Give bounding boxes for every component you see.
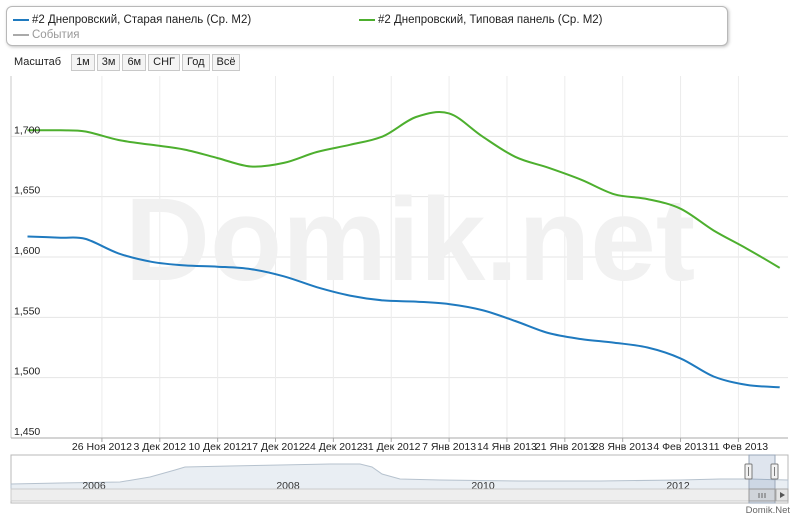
x-tick-label: 28 Янв 2013 xyxy=(593,441,653,453)
zoom-label: Масштаб xyxy=(14,56,62,68)
series-line-old-panel[interactable] xyxy=(27,235,780,389)
legend-swatch-old-panel xyxy=(13,19,29,21)
x-tick-label: 21 Янв 2013 xyxy=(535,441,595,453)
legend-label-typical-panel: #2 Днепровский, Типовая панель (Ср. М2) xyxy=(378,14,603,26)
x-tick-label: 11 Фев 2013 xyxy=(709,441,769,453)
legend: #2 Днепровский, Старая панель (Ср. М2) #… xyxy=(6,6,728,46)
y-tick-label: 1,450 xyxy=(14,426,40,438)
legend-label-old-panel: #2 Днепровский, Старая панель (Ср. М2) xyxy=(32,14,252,26)
x-tick-label: 10 Дек 2012 xyxy=(188,441,247,453)
series-line-typical-panel[interactable] xyxy=(27,111,781,269)
credit-label: Domik.Net xyxy=(746,505,791,516)
legend-item-events[interactable]: События xyxy=(13,28,79,42)
x-tick-label: 3 Дек 2012 xyxy=(133,441,186,453)
x-tick-label: 4 Фев 2013 xyxy=(653,441,708,453)
legend-item-typical-panel[interactable]: #2 Днепровский, Типовая панель (Ср. М2) xyxy=(359,13,603,27)
zoom-toolbar: Масштаб 1м 3м 6м СНГ Год Всё xyxy=(14,53,242,71)
x-tick-label: 14 Янв 2013 xyxy=(477,441,537,453)
x-tick-label: 17 Дек 2012 xyxy=(246,441,305,453)
zoom-3m-button[interactable]: 3м xyxy=(96,53,121,71)
zoom-6m-button[interactable]: 6м xyxy=(122,53,147,71)
axes xyxy=(10,76,788,439)
x-tick-label: 24 Дек 2012 xyxy=(304,441,363,453)
zoom-1y-button[interactable]: Год xyxy=(181,53,210,71)
x-tick-label: 26 Ноя 2012 xyxy=(72,441,132,453)
y-tick-label: 1,600 xyxy=(14,245,40,257)
x-tick-label: 7 Янв 2013 xyxy=(422,441,476,453)
y-tick-label: 1,550 xyxy=(14,305,40,317)
navigator-series-area xyxy=(10,463,789,490)
zoom-all-button[interactable]: Всё xyxy=(211,53,241,71)
watermark: Domik.net xyxy=(125,174,695,306)
y-tick-label: 1,650 xyxy=(14,185,40,197)
zoom-ytd-button[interactable]: СНГ xyxy=(148,53,180,71)
navigator-scrollbar[interactable] xyxy=(10,488,789,502)
series-lines xyxy=(27,111,781,389)
zoom-1m-button[interactable]: 1м xyxy=(71,53,95,71)
legend-item-old-panel[interactable]: #2 Днепровский, Старая панель (Ср. М2) xyxy=(13,13,251,27)
legend-label-events: События xyxy=(32,29,80,41)
y-tick-labels: 1,450 1,500 1,550 1,600 1,650 1,700 xyxy=(14,124,40,438)
legend-swatch-events xyxy=(13,34,29,36)
scrollbar-right-arrow-icon xyxy=(780,492,785,498)
scrollbar-track xyxy=(10,488,789,502)
legend-swatch-typical-panel xyxy=(359,19,375,21)
y-tick-label: 1,700 xyxy=(14,124,40,136)
x-tick-labels: 26 Ноя 2012 3 Дек 2012 10 Дек 2012 17 Дек 2… xyxy=(72,438,768,453)
y-tick-label: 1,500 xyxy=(14,366,40,378)
x-tick-label: 31 Дек 2012 xyxy=(362,441,421,453)
